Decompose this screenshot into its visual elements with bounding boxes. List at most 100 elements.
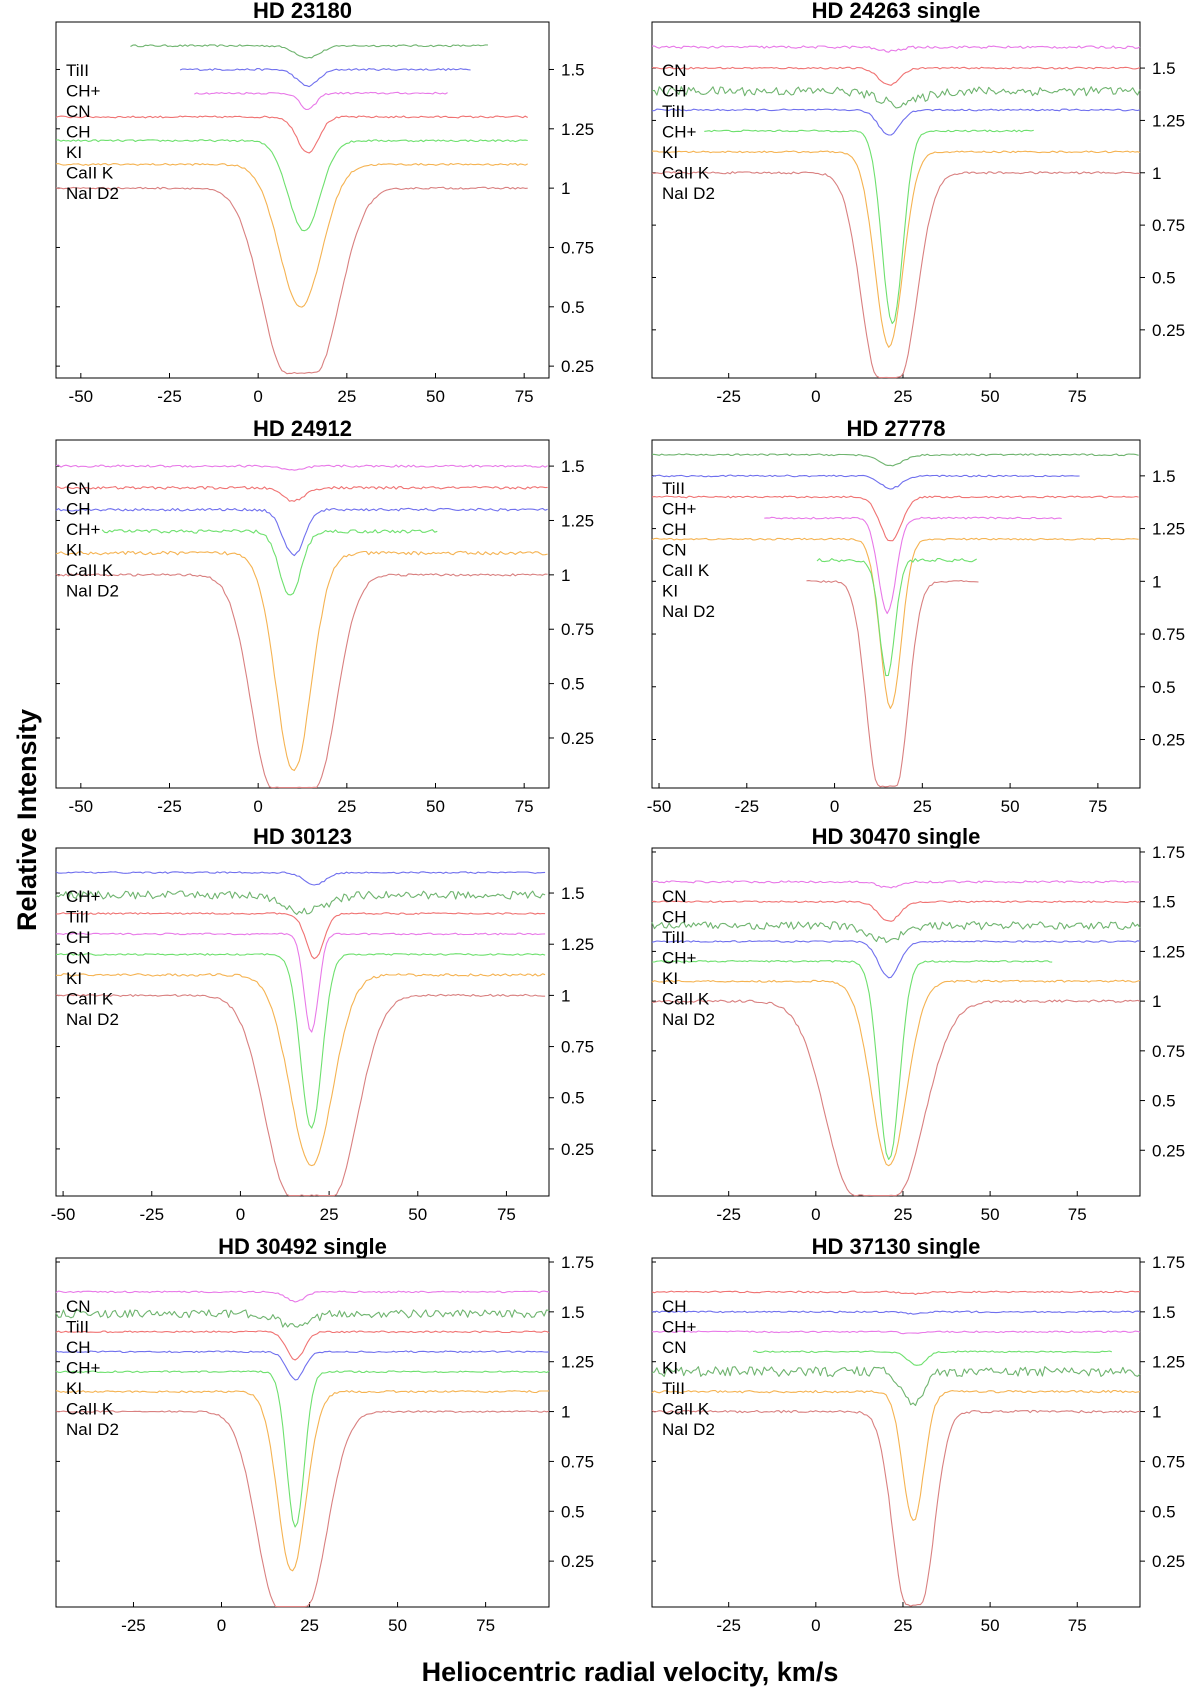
panel-title: HD 23180 [253,0,352,23]
x-tick-label: -25 [716,1205,741,1224]
spectrum-ch- [55,1350,550,1381]
spectrum-cn [651,45,1141,53]
y-tick-label: 1.5 [561,1303,585,1322]
series-label: CaII K [66,990,114,1009]
y-tick-label: 0.75 [1152,1452,1185,1471]
y-tick-label: 0.5 [1152,678,1176,697]
x-tick-label: 0 [253,797,262,816]
series-label: NaI D2 [662,184,715,203]
series-label: NaI D2 [662,1010,715,1029]
spectrum-caii-k [55,162,528,308]
y-tick-label: 0.75 [561,238,594,257]
y-tick-label: 0.25 [561,1140,594,1159]
y-tick-label: 1.5 [1152,893,1176,912]
spectrum-nai-d2 [55,186,528,375]
spectrum-ki [101,529,438,596]
series-label: TiII [66,908,89,927]
y-tick-label: 0.5 [1152,268,1176,287]
series-label: KI [662,1359,678,1378]
spectrum-caii-k [55,550,548,772]
spectrum-ch [651,900,1141,922]
y-tick-label: 0.75 [561,1038,594,1057]
y-tick-label: 1 [561,1403,570,1422]
y-tick-label: 0.5 [561,675,585,694]
series-label: NaI D2 [66,582,119,601]
spectrum-ki [816,558,977,677]
series-label: NaI D2 [662,1420,715,1439]
series-label: CH [662,82,687,101]
spectrum-ki [704,129,1034,325]
spectrum-tiii [651,921,1141,944]
x-tick-label: 50 [388,1616,407,1635]
x-tick-label: -50 [69,387,94,406]
series-label: CH [662,1297,687,1316]
panel-7: HD 30492 single -25 0 25 50 75 0.25 0.5 0.75 1 1.2… [55,1234,594,1635]
panel-title: HD 24912 [253,416,352,441]
y-tick-label: 1.25 [1152,942,1185,961]
y-tick-label: 0.75 [561,1452,594,1471]
y-tick-label: 0.25 [1152,1552,1185,1571]
x-tick-label: 75 [1068,387,1087,406]
plot-frame [651,439,1141,789]
series-label: CH+ [662,1318,697,1337]
series-label: CH [662,520,687,539]
y-tick-label: 1.25 [561,1353,594,1372]
series-label: CH [66,123,91,142]
series-label: NaI D2 [66,184,119,203]
plot-frame [55,847,550,1197]
x-tick-label: -50 [69,797,94,816]
series-label: CN [66,102,91,121]
spectrum-nai-d2 [651,1409,1141,1607]
x-tick-label: 0 [811,1616,820,1635]
x-tick-label: 0 [217,1616,226,1635]
x-tick-label: 0 [811,387,820,406]
y-tick-label: 0.75 [1152,1042,1185,1061]
spectrum-ch- [651,108,1141,136]
series-label: CH+ [66,82,101,101]
spectrum-ch [652,66,1141,86]
spectrum-cn [651,1330,1141,1335]
x-tick-label: -25 [157,797,182,816]
y-tick-label: 1 [561,986,570,1005]
spectrum-ki [752,1350,1112,1366]
x-tick-label: 25 [913,797,932,816]
y-tick-label: 1 [1152,164,1161,183]
y-tick-label: 0.5 [561,1089,585,1108]
spectrum-ki [55,139,528,232]
spectrum-cn [55,1290,550,1303]
spectrum-cn [194,91,448,111]
series-label: CN [662,1338,687,1357]
x-tick-label: 50 [408,1205,427,1224]
x-tick-label: 25 [337,387,356,406]
panel-title: HD 30492 single [218,1234,387,1259]
x-tick-label: 50 [981,1205,1000,1224]
y-tick-label: 0.25 [561,1552,594,1571]
x-tick-label: 25 [894,1205,913,1224]
y-tick-label: 0.5 [561,298,585,317]
y-tick-label: 1 [1152,1403,1161,1422]
x-tick-label: 25 [894,387,913,406]
x-tick-label: 0 [236,1205,245,1224]
panel-6: HD 30470 single -25 0 25 50 75 0.25 0.5 0.75 1 1.2… [651,824,1185,1224]
series-label: NaI D2 [662,602,715,621]
x-tick-label: 50 [426,797,445,816]
y-tick-label: 1.25 [1152,111,1185,130]
spectrum-ki [652,960,1053,1160]
spectrum-ch- [651,1310,1141,1315]
x-tick-label: 75 [1088,797,1107,816]
y-tick-label: 1.5 [561,884,585,903]
series-label: TiII [66,61,89,80]
spectrum-caii-k [651,979,1141,1167]
series-label: KI [66,143,82,162]
series-label: CH [66,500,91,519]
series-label: KI [66,541,82,560]
y-tick-label: 0.5 [1152,1502,1176,1521]
y-tick-label: 1.75 [1152,843,1185,862]
series-label: CN [66,949,91,968]
y-tick-label: 1.5 [561,60,585,79]
x-tick-label: 0 [253,387,262,406]
series-label: CaII K [66,1400,114,1419]
spectrum-ch [55,486,548,502]
series-label: KI [662,582,678,601]
